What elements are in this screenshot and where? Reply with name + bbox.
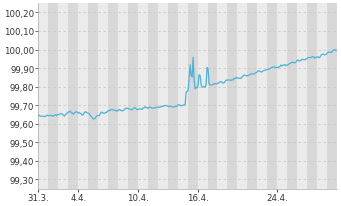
Bar bbox=[227, 4, 237, 189]
Bar bbox=[68, 4, 78, 189]
Bar bbox=[168, 4, 178, 189]
Bar bbox=[307, 4, 317, 189]
Bar bbox=[98, 4, 108, 189]
Bar bbox=[297, 4, 307, 189]
Bar bbox=[188, 4, 197, 189]
Bar bbox=[247, 4, 257, 189]
Bar bbox=[138, 4, 148, 189]
Bar bbox=[128, 4, 138, 189]
Bar bbox=[277, 4, 287, 189]
Bar bbox=[118, 4, 128, 189]
Bar bbox=[267, 4, 277, 189]
Bar bbox=[218, 4, 227, 189]
Bar bbox=[337, 4, 341, 189]
Bar bbox=[39, 4, 48, 189]
Bar bbox=[257, 4, 267, 189]
Bar bbox=[88, 4, 98, 189]
Bar bbox=[78, 4, 88, 189]
Bar bbox=[148, 4, 158, 189]
Bar bbox=[237, 4, 247, 189]
Bar bbox=[108, 4, 118, 189]
Bar bbox=[197, 4, 208, 189]
Bar bbox=[327, 4, 337, 189]
Bar bbox=[317, 4, 327, 189]
Bar bbox=[287, 4, 297, 189]
Bar bbox=[48, 4, 58, 189]
Bar bbox=[158, 4, 168, 189]
Bar bbox=[58, 4, 68, 189]
Bar bbox=[208, 4, 218, 189]
Bar bbox=[178, 4, 188, 189]
